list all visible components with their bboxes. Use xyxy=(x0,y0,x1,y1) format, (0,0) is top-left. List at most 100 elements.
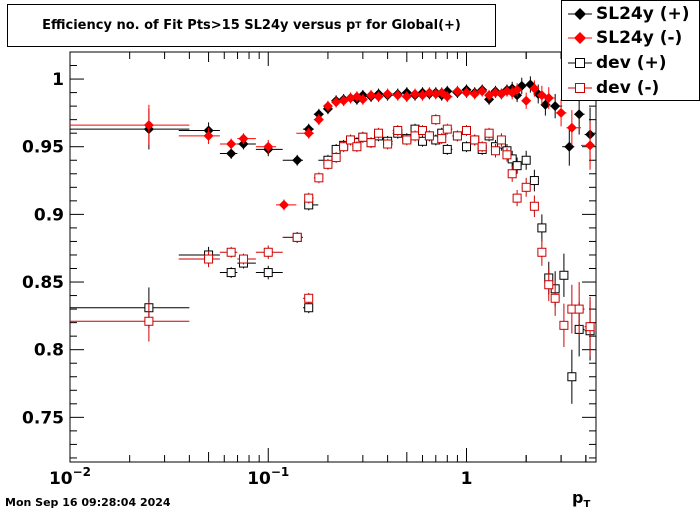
data-point-square xyxy=(490,146,500,156)
legend-entry-dev-plus: dev (+) xyxy=(562,52,699,74)
x-tick-label-base: 1 xyxy=(461,469,473,489)
y-tick-label: 0.9 xyxy=(34,205,64,225)
data-point-diamond xyxy=(585,140,596,151)
y-tick-label: 1 xyxy=(52,70,64,90)
y-tick-label: 0.95 xyxy=(22,138,64,158)
data-point-diamond xyxy=(392,90,403,101)
data-point-diamond xyxy=(469,88,480,99)
y-tick-label: 0.8 xyxy=(34,341,64,361)
timestamp: Mon Sep 16 09:28:04 2024 xyxy=(5,496,171,509)
data-point-square xyxy=(521,155,531,165)
data-point-diamond xyxy=(574,109,585,120)
data-point-square xyxy=(585,322,595,332)
data-point-square xyxy=(559,270,569,280)
data-point-square xyxy=(352,142,362,152)
data-point-square xyxy=(418,136,428,146)
legend-entry-sl24y-minus: SL24y (-) xyxy=(562,27,699,49)
data-point-square xyxy=(521,182,531,192)
y-tick-label: 0.85 xyxy=(22,273,64,293)
data-point-square xyxy=(410,131,420,141)
data-point-square xyxy=(550,293,560,303)
x-tick-label: 10−2 xyxy=(49,465,91,489)
data-point-square xyxy=(226,268,236,278)
data-point-square xyxy=(358,132,368,142)
data-point-square xyxy=(226,247,236,257)
x-axis-label-sub: T xyxy=(583,499,591,511)
data-point-diamond xyxy=(331,97,342,108)
chart-title-tail: for Global(+) xyxy=(361,18,461,33)
data-point-square xyxy=(462,125,472,135)
x-axis-label: pT xyxy=(572,488,590,510)
data-point-diamond xyxy=(292,155,303,166)
data-point-square xyxy=(366,138,376,148)
data-point-square xyxy=(238,254,248,264)
data-point-square xyxy=(263,247,273,257)
data-point-square xyxy=(544,280,554,290)
data-point-square xyxy=(431,115,441,125)
data-point-square xyxy=(424,131,434,141)
x-tick-label-exp: −2 xyxy=(73,465,91,479)
data-point-square xyxy=(418,125,428,135)
data-point-square xyxy=(567,372,577,382)
data-point-diamond xyxy=(529,83,540,94)
data-layer xyxy=(70,76,596,404)
x-tick-label-base: 10 xyxy=(49,469,73,489)
data-point-diamond xyxy=(540,99,551,110)
data-point-square xyxy=(529,176,539,186)
data-point-square xyxy=(512,193,522,203)
data-point-diamond xyxy=(452,86,463,97)
data-point-square xyxy=(437,134,447,144)
data-point-diamond xyxy=(382,88,393,99)
data-point-square xyxy=(537,247,547,257)
x-tick-label: 10−1 xyxy=(247,465,289,489)
chart-title: Efficiency no. of Fit Pts>15 SL24y versu… xyxy=(7,4,496,47)
legend-marker-diamond-black xyxy=(568,8,592,20)
data-point-square xyxy=(304,303,314,313)
data-point-square xyxy=(442,144,452,154)
data-point-square xyxy=(393,125,403,135)
data-point-diamond xyxy=(366,90,377,101)
data-point-diamond xyxy=(345,93,356,104)
y-tick-label: 0.75 xyxy=(22,408,64,428)
legend-entry-dev-minus: dev (-) xyxy=(562,77,699,99)
data-point-diamond xyxy=(226,148,237,159)
data-point-square xyxy=(529,201,539,211)
data-point-square xyxy=(574,304,584,314)
data-point-square xyxy=(496,135,506,145)
x-tick-label-base: 10 xyxy=(247,469,271,489)
data-point-diamond xyxy=(401,91,412,102)
legend-marker-square-black xyxy=(568,58,592,68)
data-point-diamond xyxy=(313,114,324,125)
data-point-square xyxy=(144,316,154,326)
legend-label: SL24y (+) xyxy=(596,4,690,24)
data-point-square xyxy=(263,268,273,278)
data-point-square xyxy=(559,320,569,330)
data-point-square xyxy=(477,142,487,152)
data-point-square xyxy=(402,135,412,145)
data-point-diamond xyxy=(461,87,472,98)
data-point-square xyxy=(470,135,480,145)
data-point-diamond xyxy=(373,91,384,102)
data-point-square xyxy=(484,128,494,138)
data-point-diamond xyxy=(564,141,575,152)
data-point-diamond xyxy=(521,95,532,106)
data-point-square xyxy=(346,135,356,145)
chart-title-main: Efficiency no. of Fit Pts>15 SL24y versu… xyxy=(42,18,356,33)
legend-marker-diamond-red xyxy=(568,32,592,44)
plot-frame xyxy=(69,51,597,463)
legend-entry-sl24y-plus: SL24y (+) xyxy=(562,3,699,25)
data-point-square xyxy=(331,153,341,163)
data-point-diamond xyxy=(226,139,237,150)
data-point-diamond xyxy=(203,130,214,141)
data-point-diamond xyxy=(410,88,421,99)
data-point-diamond xyxy=(238,133,249,144)
data-point-diamond xyxy=(424,87,435,98)
legend-label: dev (-) xyxy=(596,78,660,98)
x-tick-label-exp: −1 xyxy=(271,465,289,479)
data-point-square xyxy=(292,232,302,242)
chart-title-sub: T xyxy=(355,20,362,31)
data-point-square xyxy=(304,193,314,203)
data-point-diamond xyxy=(550,101,561,112)
x-tick-label: 1 xyxy=(461,469,473,489)
